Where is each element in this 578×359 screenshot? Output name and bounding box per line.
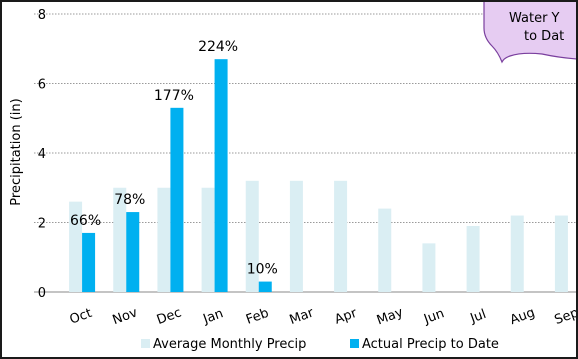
legend-label-average: Average Monthly Precip [153,337,306,352]
y-axis-label: Precipitation (in) [9,98,24,205]
data-label: 66% [70,213,101,229]
data-label: 177% [154,88,194,104]
x-tick-label: Jul [468,307,489,327]
bar-average-feb [245,180,259,292]
bar-actual-nov [126,212,140,292]
data-label: 10% [247,262,278,278]
bar-actual-dec [170,107,184,292]
x-tick-label: Jan [200,306,225,327]
x-tick-label: Feb [244,306,271,328]
x-tick-label: Oct [68,306,94,328]
y-tick-label: 6 [38,78,46,93]
callout-line-1: Water Y [509,11,560,26]
bar-average-dec [157,187,171,292]
legend: Average Monthly Precip Actual Precip to … [141,337,499,352]
bar-actual-jan [214,59,228,292]
x-tick-label: Sep [553,305,576,327]
bar-average-oct [69,201,83,292]
legend-swatch-actual [350,339,359,348]
y-tick-label: 2 [38,217,46,232]
x-ticks: Oct Nov Dec Jan Feb Mar Apr May Jun Jul Aug Sep [68,305,576,328]
x-tick-label: Apr [333,306,360,328]
bar-actual-feb [258,281,272,292]
water-year-callout: Water Y to Dat [483,2,576,64]
data-label: 224% [198,39,238,55]
legend-label-actual: Actual Precip to Date [362,337,499,352]
bar-average-apr [334,180,348,292]
callout-line-2: to Dat [524,29,564,44]
bars [69,59,568,292]
callout-bubble [483,2,576,64]
x-tick-label: Nov [111,305,140,328]
bar-average-sep [554,215,568,292]
x-tick-label: Mar [288,305,317,328]
data-labels: 66% 78% 177% 224% 10% [70,39,278,277]
bar-average-jun [422,243,436,292]
y-ticks: 0 2 4 6 8 [38,8,46,301]
bar-average-may [378,208,392,292]
bar-average-aug [510,215,524,292]
x-tick-label: May [375,305,406,328]
bar-average-jul [466,225,480,292]
x-tick-label: Aug [508,305,537,328]
x-tick-label: Jun [421,306,446,327]
y-tick-label: 8 [38,8,46,23]
y-tick-label: 0 [38,286,46,301]
x-tick-label: Dec [155,305,184,328]
legend-swatch-average [141,339,150,348]
bar-actual-oct [82,232,96,292]
bar-average-nov [113,187,127,292]
y-tick-label: 4 [38,147,46,162]
bar-average-jan [201,187,215,292]
bar-average-mar [289,180,303,292]
data-label: 78% [114,192,145,208]
